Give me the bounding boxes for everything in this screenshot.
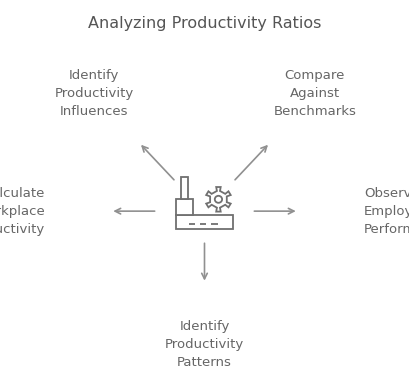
- Text: Identify
Productivity
Influences: Identify Productivity Influences: [54, 69, 134, 118]
- Bar: [176, 199, 193, 215]
- Bar: [176, 215, 233, 230]
- Text: Calculate
Workplace
Productivity: Calculate Workplace Productivity: [0, 187, 45, 236]
- Polygon shape: [206, 187, 231, 212]
- Circle shape: [215, 196, 222, 203]
- Bar: [181, 177, 188, 199]
- Text: Analyzing Productivity Ratios: Analyzing Productivity Ratios: [88, 16, 321, 31]
- Text: Identify
Productivity
Patterns: Identify Productivity Patterns: [165, 319, 244, 369]
- Text: Observe
Employee
Performance: Observe Employee Performance: [364, 187, 409, 236]
- Text: Compare
Against
Benchmarks: Compare Against Benchmarks: [274, 69, 356, 118]
